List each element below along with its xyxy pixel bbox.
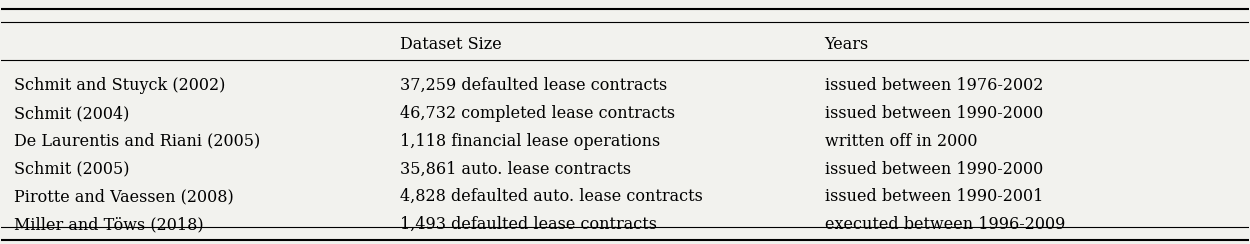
Text: issued between 1990-2000: issued between 1990-2000 <box>825 105 1042 122</box>
Text: 1,118 financial lease operations: 1,118 financial lease operations <box>400 133 661 150</box>
Text: Pirotte and Vaessen (2008): Pirotte and Vaessen (2008) <box>14 188 234 205</box>
Text: 37,259 defaulted lease contracts: 37,259 defaulted lease contracts <box>400 77 668 94</box>
Text: executed between 1996-2009: executed between 1996-2009 <box>825 216 1065 233</box>
Text: written off in 2000: written off in 2000 <box>825 133 978 150</box>
Text: Miller and Töws (2018): Miller and Töws (2018) <box>14 216 204 233</box>
Text: 1,493 defaulted lease contracts: 1,493 defaulted lease contracts <box>400 216 658 233</box>
Text: Dataset Size: Dataset Size <box>400 36 502 53</box>
Text: issued between 1990-2001: issued between 1990-2001 <box>825 188 1042 205</box>
Text: issued between 1990-2000: issued between 1990-2000 <box>825 161 1042 178</box>
Text: 4,828 defaulted auto. lease contracts: 4,828 defaulted auto. lease contracts <box>400 188 704 205</box>
Text: Schmit (2004): Schmit (2004) <box>14 105 129 122</box>
Text: Years: Years <box>825 36 869 53</box>
Text: 46,732 completed lease contracts: 46,732 completed lease contracts <box>400 105 675 122</box>
Text: De Laurentis and Riani (2005): De Laurentis and Riani (2005) <box>14 133 260 150</box>
Text: Schmit (2005): Schmit (2005) <box>14 161 129 178</box>
Text: 35,861 auto. lease contracts: 35,861 auto. lease contracts <box>400 161 631 178</box>
Text: issued between 1976-2002: issued between 1976-2002 <box>825 77 1042 94</box>
Text: Schmit and Stuyck (2002): Schmit and Stuyck (2002) <box>14 77 225 94</box>
